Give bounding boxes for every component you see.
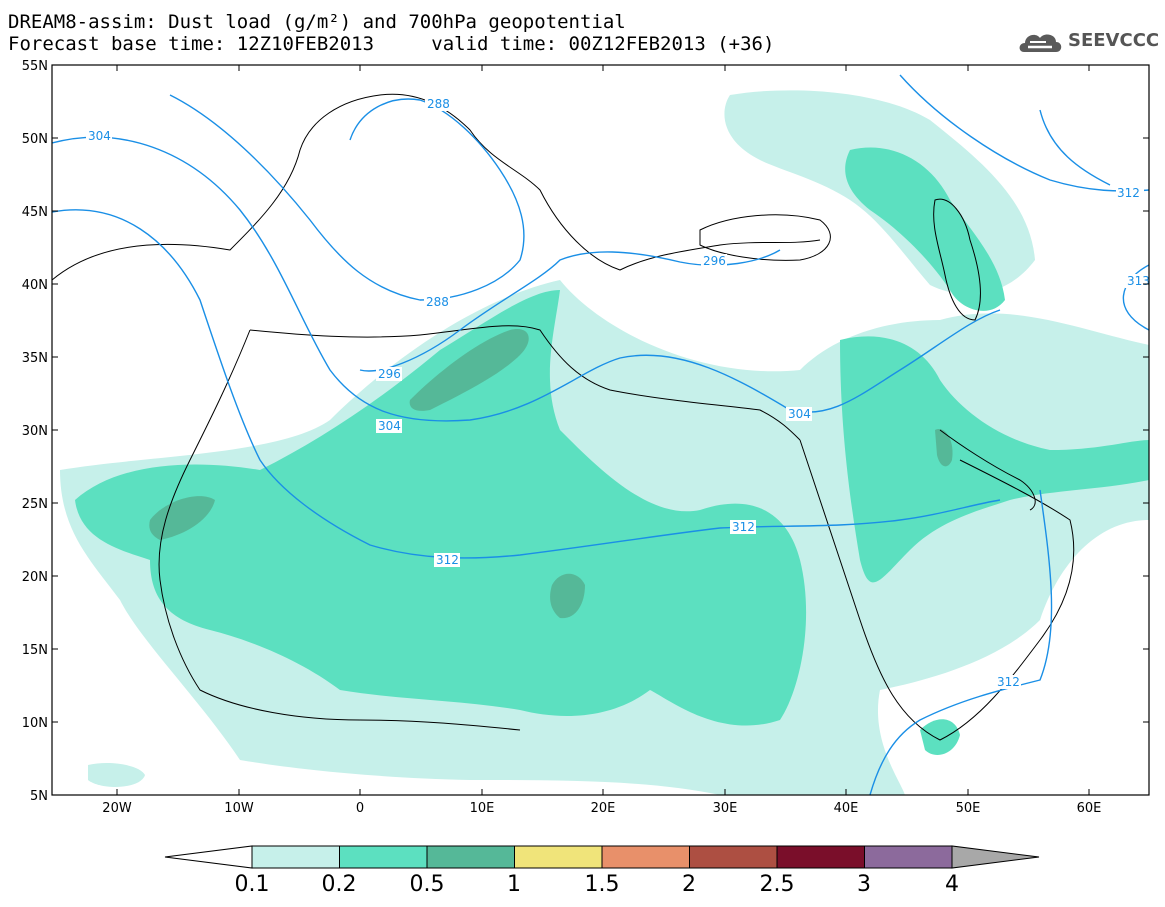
dust-band-mid [75, 290, 807, 726]
colorbar-label: 1 [507, 872, 521, 897]
lat-label: 45N [22, 205, 48, 220]
lon-label: 20E [591, 801, 616, 816]
colorbar-label: 0.2 [322, 872, 357, 897]
coast-red-sea-arabia [799, 439, 1075, 741]
contour-312-ne [1039, 109, 1111, 186]
dust-band-light-sw [88, 763, 145, 787]
contour-label: 312 [1117, 186, 1140, 200]
colorbar-label: 4 [945, 872, 959, 897]
contour-label: 313 [1127, 274, 1150, 288]
colorbar-label: 3 [857, 872, 871, 897]
valid-time: valid time: 00Z12FEB2013 (+36) [431, 33, 775, 55]
lon-label: 20W [102, 801, 132, 816]
lon-label: 10W [224, 801, 254, 816]
colorbar-label: 2 [682, 872, 696, 897]
contour-label: 312 [732, 520, 755, 534]
coast-black-sea [699, 214, 831, 261]
colorbar: 0.1 0.2 0.5 1 1.5 2 2.5 3 4 [164, 845, 1040, 897]
colorbar-cell [514, 845, 603, 869]
contour-label: 304 [378, 419, 401, 433]
map-title: DREAM8-assim: Dust load (g/m²) and 700hP… [8, 11, 626, 33]
lat-label: 25N [22, 497, 48, 512]
colorbar-label: 2.5 [760, 872, 795, 897]
lat-label: 10N [22, 716, 48, 731]
dust-patch-dense-4 [935, 429, 953, 467]
lon-label: 0 [356, 801, 364, 816]
colorbar-cell [601, 845, 690, 869]
coast-west-africa [158, 329, 521, 731]
dust-band-mid-east [840, 336, 1149, 583]
cloud-logo-icon [1019, 34, 1062, 52]
coast-north-africa [249, 325, 801, 441]
colorbar-label: 1.5 [585, 872, 620, 897]
coastlines [52, 93, 1075, 741]
colorbar-cell [864, 845, 953, 869]
dust-patch-dense-1 [149, 496, 215, 540]
colorbar-cell [339, 845, 428, 869]
colorbar-label: 0.5 [410, 872, 445, 897]
colorbar-cell [426, 845, 515, 869]
lat-label: 35N [22, 351, 48, 366]
lon-axis: 20W 10W 0 10E 20E 30E 40E 50E 60E [102, 65, 1101, 816]
dust-fields [52, 65, 1149, 795]
lat-label: 5N [30, 789, 48, 804]
colorbar-cell [776, 845, 865, 869]
contour-288-loop [169, 94, 525, 301]
base-time: Forecast base time: 12Z10FEB2013 [8, 33, 375, 55]
lon-label: 40E [834, 801, 859, 816]
lat-label: 55N [22, 59, 48, 74]
contour-label: 296 [378, 367, 401, 381]
colorbar-cell [251, 845, 340, 869]
contour-label: 288 [426, 295, 449, 309]
lat-label: 20N [22, 570, 48, 585]
coast-caspian [933, 198, 981, 321]
lat-label: 15N [22, 643, 48, 658]
dust-band-mid-caspian [845, 147, 1005, 311]
seevccc-logo: SEEVCCC [1016, 26, 1160, 56]
dust-patch-dense-3 [550, 573, 585, 619]
colorbar-cell [689, 845, 778, 869]
contour-30-right [1122, 264, 1149, 331]
coast-persian-gulf [939, 429, 1036, 511]
coast-europe [52, 93, 821, 281]
contour-label: 304 [788, 407, 811, 421]
lon-label: 30E [713, 801, 738, 816]
lat-label: 30N [22, 424, 48, 439]
dust-band-mid-horn [920, 719, 960, 755]
lat-label: 50N [22, 132, 48, 147]
contour-label: 296 [703, 254, 726, 268]
lon-label: 60E [1077, 801, 1102, 816]
lon-label: 10E [470, 801, 495, 816]
forecast-times: Forecast base time: 12Z10FEB2013 valid t… [8, 34, 774, 54]
lat-label: 40N [22, 278, 48, 293]
contour-label: 288 [427, 97, 450, 111]
colorbar-label: 0.1 [235, 872, 270, 897]
dust-patch-dense-2 [409, 329, 529, 411]
lat-axis: 55N 50N 45N 40N 35N 30N 25N 20N 15N 10N … [22, 59, 1149, 804]
contour-313 [869, 489, 1053, 795]
colorbar-end-right [951, 845, 1040, 869]
colorbar-end-left [164, 845, 253, 869]
logo-text: SEEVCCC [1068, 30, 1160, 51]
contour-label: 304 [88, 129, 111, 143]
contour-label: 312 [997, 675, 1020, 689]
contour-label-group: 288 304 296 313 288 296 304 304 312 312 … [86, 97, 1150, 689]
contour-304-north [52, 136, 1001, 422]
contour-label: 312 [436, 553, 459, 567]
lon-label: 50E [956, 801, 981, 816]
